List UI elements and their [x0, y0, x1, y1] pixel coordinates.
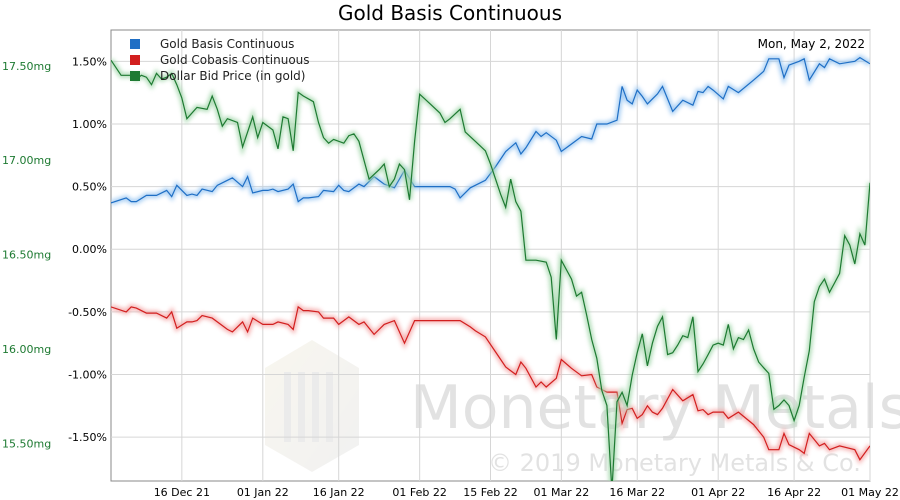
y-right-tick-label: 17.50mg [2, 60, 51, 73]
y-left-tick-label: 0.50% [72, 181, 107, 194]
date-label: Mon, May 2, 2022 [758, 37, 865, 51]
x-tick-label: 16 Mar 22 [609, 486, 665, 499]
chart-title: Gold Basis Continuous [338, 1, 562, 25]
y-left-tick-label: 1.00% [72, 118, 107, 131]
y-right-tick-label: 17.00mg [2, 154, 51, 167]
y-left-tick-label: -0.50% [68, 306, 107, 319]
y-left-tick-label: 0.00% [72, 243, 107, 256]
watermark-logo-icon [265, 340, 359, 472]
x-tick-label: 01 Apr 22 [691, 486, 745, 499]
grid-lines [111, 30, 871, 481]
x-tick-label: 01 Jan 22 [237, 486, 289, 499]
y-right-tick-label: 16.00mg [2, 343, 51, 356]
legend-swatch-dollar-bid [130, 71, 140, 81]
watermark: Monetary Metals © 2019 Monetary Metals &… [265, 340, 900, 477]
x-tick-label: 16 Jan 22 [313, 486, 365, 499]
x-tick-label: 01 May 22 [841, 486, 899, 499]
watermark-brand: Monetary Metals [410, 373, 900, 443]
series-line-gold-basis-continuous [111, 56, 870, 204]
legend-label-cobasis: Gold Cobasis Continuous [160, 53, 310, 67]
y-right-tick-label: 15.50mg [2, 437, 51, 450]
y-right-tick-label: 16.50mg [2, 249, 51, 262]
y-left-tick-label: -1.50% [68, 431, 107, 444]
y-left-tick-label: 1.50% [72, 55, 107, 68]
axis-ticks: 1.50% 1.00% 0.50% 0.00% -0.50% -1.00% -1.50% 16… [2, 55, 899, 499]
legend-label-dollar-bid: Dollar Bid Price (in gold) [160, 69, 305, 83]
x-tick-label: 01 Mar 22 [533, 486, 589, 499]
series-lines [111, 54, 870, 481]
series-line-dollar-bid-price-in-gold [111, 59, 870, 481]
x-tick-label: 15 Feb 22 [463, 486, 517, 499]
legend-label-basis: Gold Basis Continuous [160, 37, 294, 51]
x-tick-label: 16 Dec 21 [154, 486, 210, 499]
legend: Gold Basis Continuous Gold Cobasis Conti… [130, 37, 310, 83]
x-tick-label: 16 Apr 22 [767, 486, 821, 499]
y-left-tick-label: -1.00% [68, 369, 107, 382]
watermark-copyright: © 2019 Monetary Metals & Co. [488, 449, 861, 477]
legend-swatch-basis [130, 39, 140, 49]
legend-swatch-cobasis [130, 55, 140, 65]
series-line-gold-cobasis-continuous [111, 305, 870, 461]
x-tick-label: 01 Feb 22 [392, 486, 446, 499]
